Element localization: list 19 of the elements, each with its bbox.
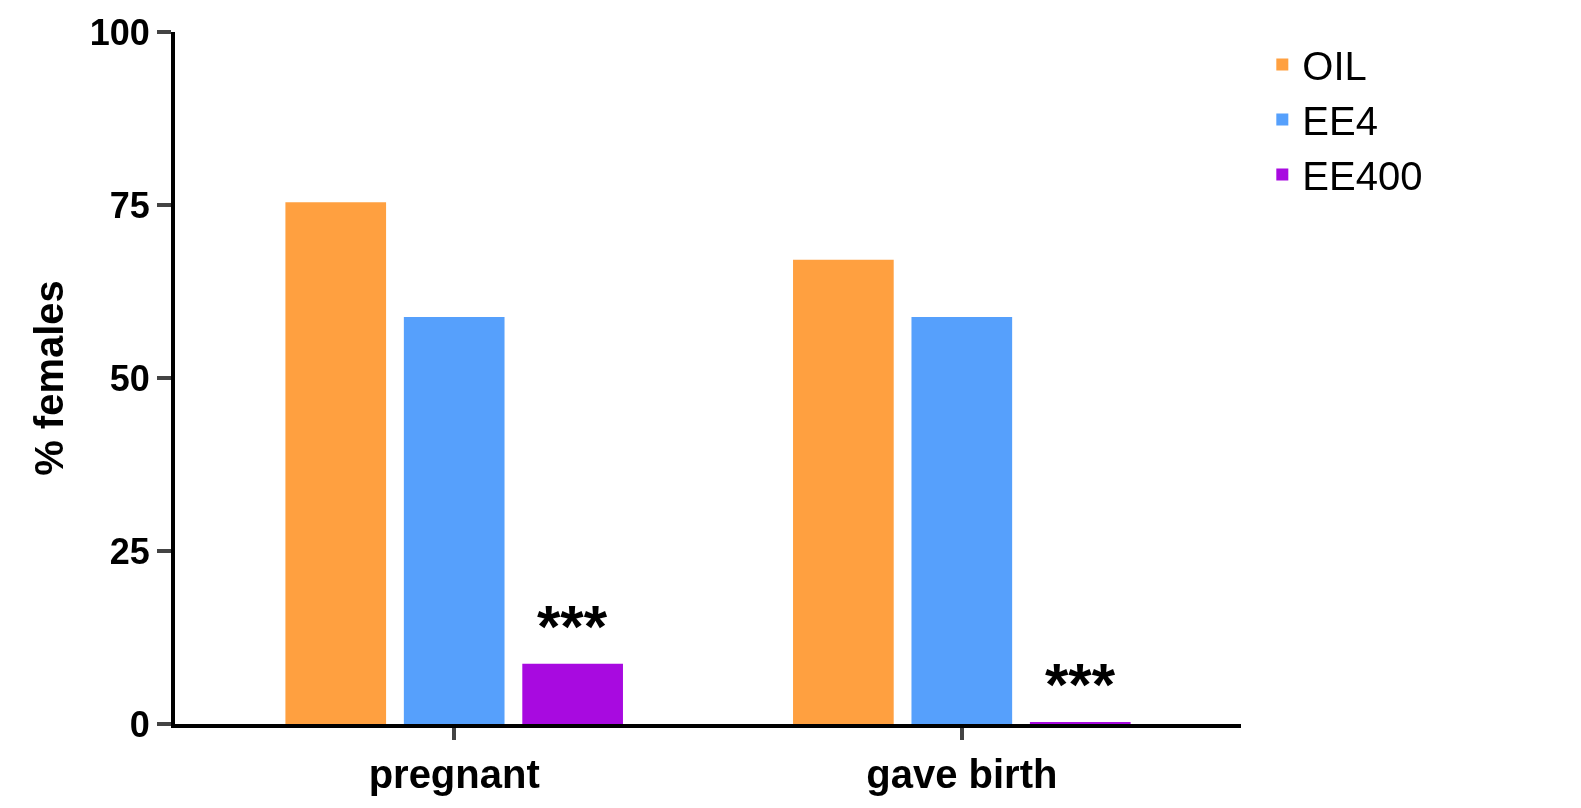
y-tick-label: 25 (109, 530, 150, 572)
y-tick-label: 100 (89, 11, 150, 53)
bar (1029, 721, 1131, 724)
bar (911, 317, 1013, 724)
y-tick-label: 0 (129, 703, 150, 745)
bar (793, 259, 894, 724)
bar (403, 317, 505, 724)
bar (522, 663, 623, 724)
annotation: *** (1045, 651, 1116, 718)
y-tick-label: 50 (109, 357, 150, 399)
x-tick-label: gave birth (866, 752, 1058, 796)
legend-label: OIL (1302, 44, 1367, 89)
legend-label: EE4 (1302, 99, 1378, 144)
annotation: *** (537, 593, 608, 660)
y-tick-label: 75 (109, 184, 150, 226)
legend-label: EE400 (1302, 154, 1423, 199)
x-tick-label: pregnant (368, 752, 540, 796)
y-axis-title: % females (26, 280, 71, 476)
bar (285, 202, 387, 724)
